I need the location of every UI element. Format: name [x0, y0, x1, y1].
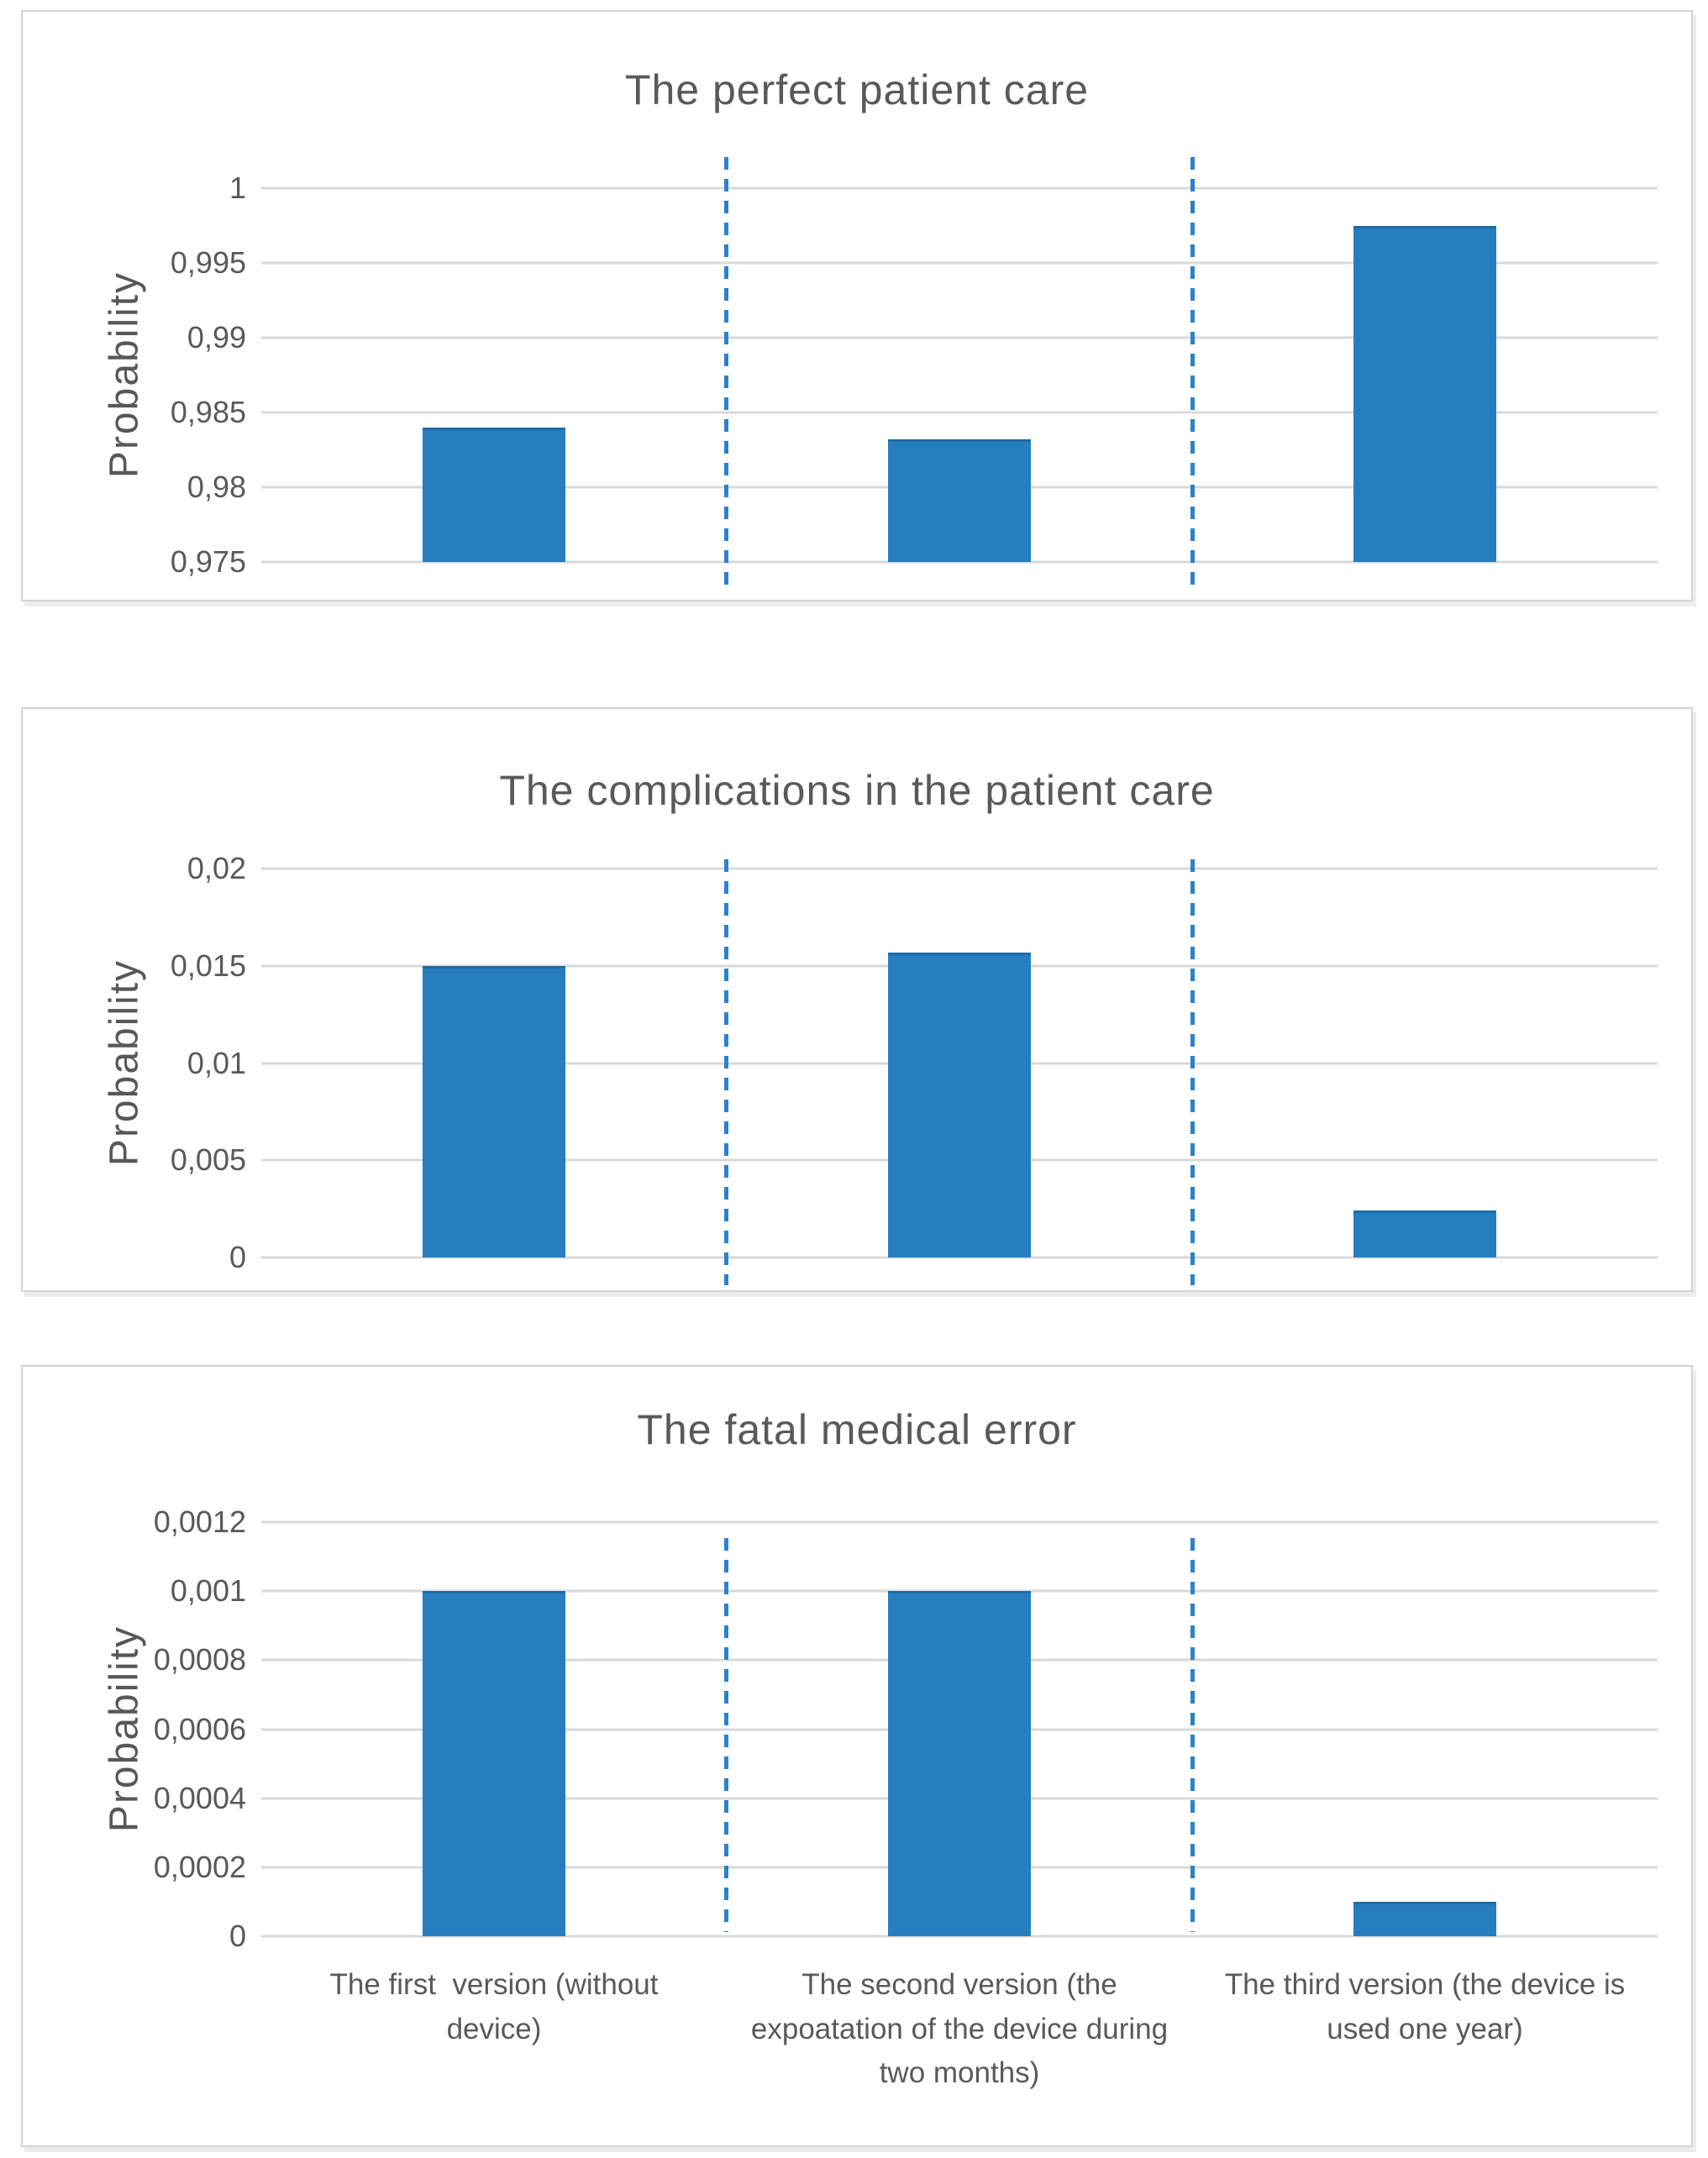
category-separator-dashed-line: [724, 859, 729, 1285]
gridline: [261, 261, 1658, 265]
y-tick-label: 0: [229, 1240, 246, 1274]
category-separator-dashed-line: [1190, 157, 1195, 592]
bar-category-3: [1353, 225, 1496, 562]
y-tick-label: 0,0006: [153, 1711, 246, 1746]
chart-title: The fatal medical error: [637, 1406, 1077, 1453]
y-tick-label: 0,98: [187, 470, 246, 504]
bar-category-3: [1353, 1901, 1496, 1936]
y-tick-label: 0,985: [170, 395, 246, 429]
y-tick-label: 0,015: [170, 948, 246, 983]
y-tick-label: 0,001: [170, 1573, 246, 1609]
y-tick-label: 1: [229, 171, 246, 205]
bar-category-1: [422, 965, 565, 1258]
y-tick-label: 0,975: [170, 544, 246, 579]
y-axis-title: Probability: [102, 1625, 147, 1833]
y-tick-label: 0,0008: [153, 1642, 246, 1678]
chart-title: The perfect patient care: [624, 66, 1090, 113]
y-tick-label: 0,005: [170, 1142, 246, 1178]
y-tick-label: 0,01: [187, 1045, 246, 1080]
x-axis-category-labels: The first version (without device) The se…: [261, 1963, 1658, 2096]
bar-category-2: [888, 952, 1031, 1258]
y-tick-label: 0: [229, 1919, 246, 1953]
category-separator-dashed-line: [1190, 1538, 1195, 1932]
y-axis-title: Probability: [102, 270, 147, 479]
x-category-label: The third version (the device is used on…: [1224, 1968, 1634, 2045]
y-tick-label: 0,99: [187, 320, 246, 354]
bar-category-2: [888, 1591, 1031, 1936]
gridline: [261, 1520, 1658, 1524]
y-tick-label: 0,0002: [153, 1849, 246, 1884]
y-tick-label: 0,0012: [153, 1504, 246, 1539]
bar-category-1: [422, 427, 565, 562]
plot-area: 0,0012 0,001 0,0008 0,0006 0,0004 0,0002 0: [154, 1504, 1658, 1953]
plot-area: 1 0,995 0,99 0,985 0,98 0,975: [171, 157, 1658, 592]
plot-area: 0,02 0,015 0,01 0,005 0: [171, 851, 1658, 1285]
bar-category-2: [888, 439, 1031, 562]
x-category-label: The second version (the expoatation of t…: [750, 1968, 1176, 2089]
category-separator-dashed-line: [724, 157, 729, 592]
bar-category-3: [1353, 1210, 1496, 1258]
chart-panel-fatal-error: The fatal medical error Probability 0,00…: [21, 1365, 1693, 2147]
gridline: [261, 1935, 1658, 1938]
chart-title: The complications in the patient care: [499, 767, 1215, 814]
chart-panel-complications: The complications in the patient care Pr…: [21, 707, 1693, 1292]
category-separator-dashed-line: [724, 1538, 729, 1932]
gridline: [261, 1256, 1658, 1259]
x-category-label: The first version (without device): [329, 1968, 667, 2045]
y-tick-label: 0,0004: [153, 1780, 246, 1815]
y-tick-label: 0,02: [187, 851, 246, 885]
bar-category-1: [422, 1591, 565, 1936]
gridline: [261, 336, 1658, 339]
y-tick-label: 0,995: [170, 245, 246, 280]
y-axis-title: Probability: [102, 958, 147, 1167]
gridline: [261, 186, 1658, 190]
gridline: [261, 411, 1658, 414]
gridline: [261, 560, 1658, 564]
category-separator-dashed-line: [1190, 859, 1195, 1285]
gridline: [261, 867, 1658, 870]
chart-panel-perfect-patient-care: The perfect patient care Probability 1 0,…: [21, 10, 1693, 601]
